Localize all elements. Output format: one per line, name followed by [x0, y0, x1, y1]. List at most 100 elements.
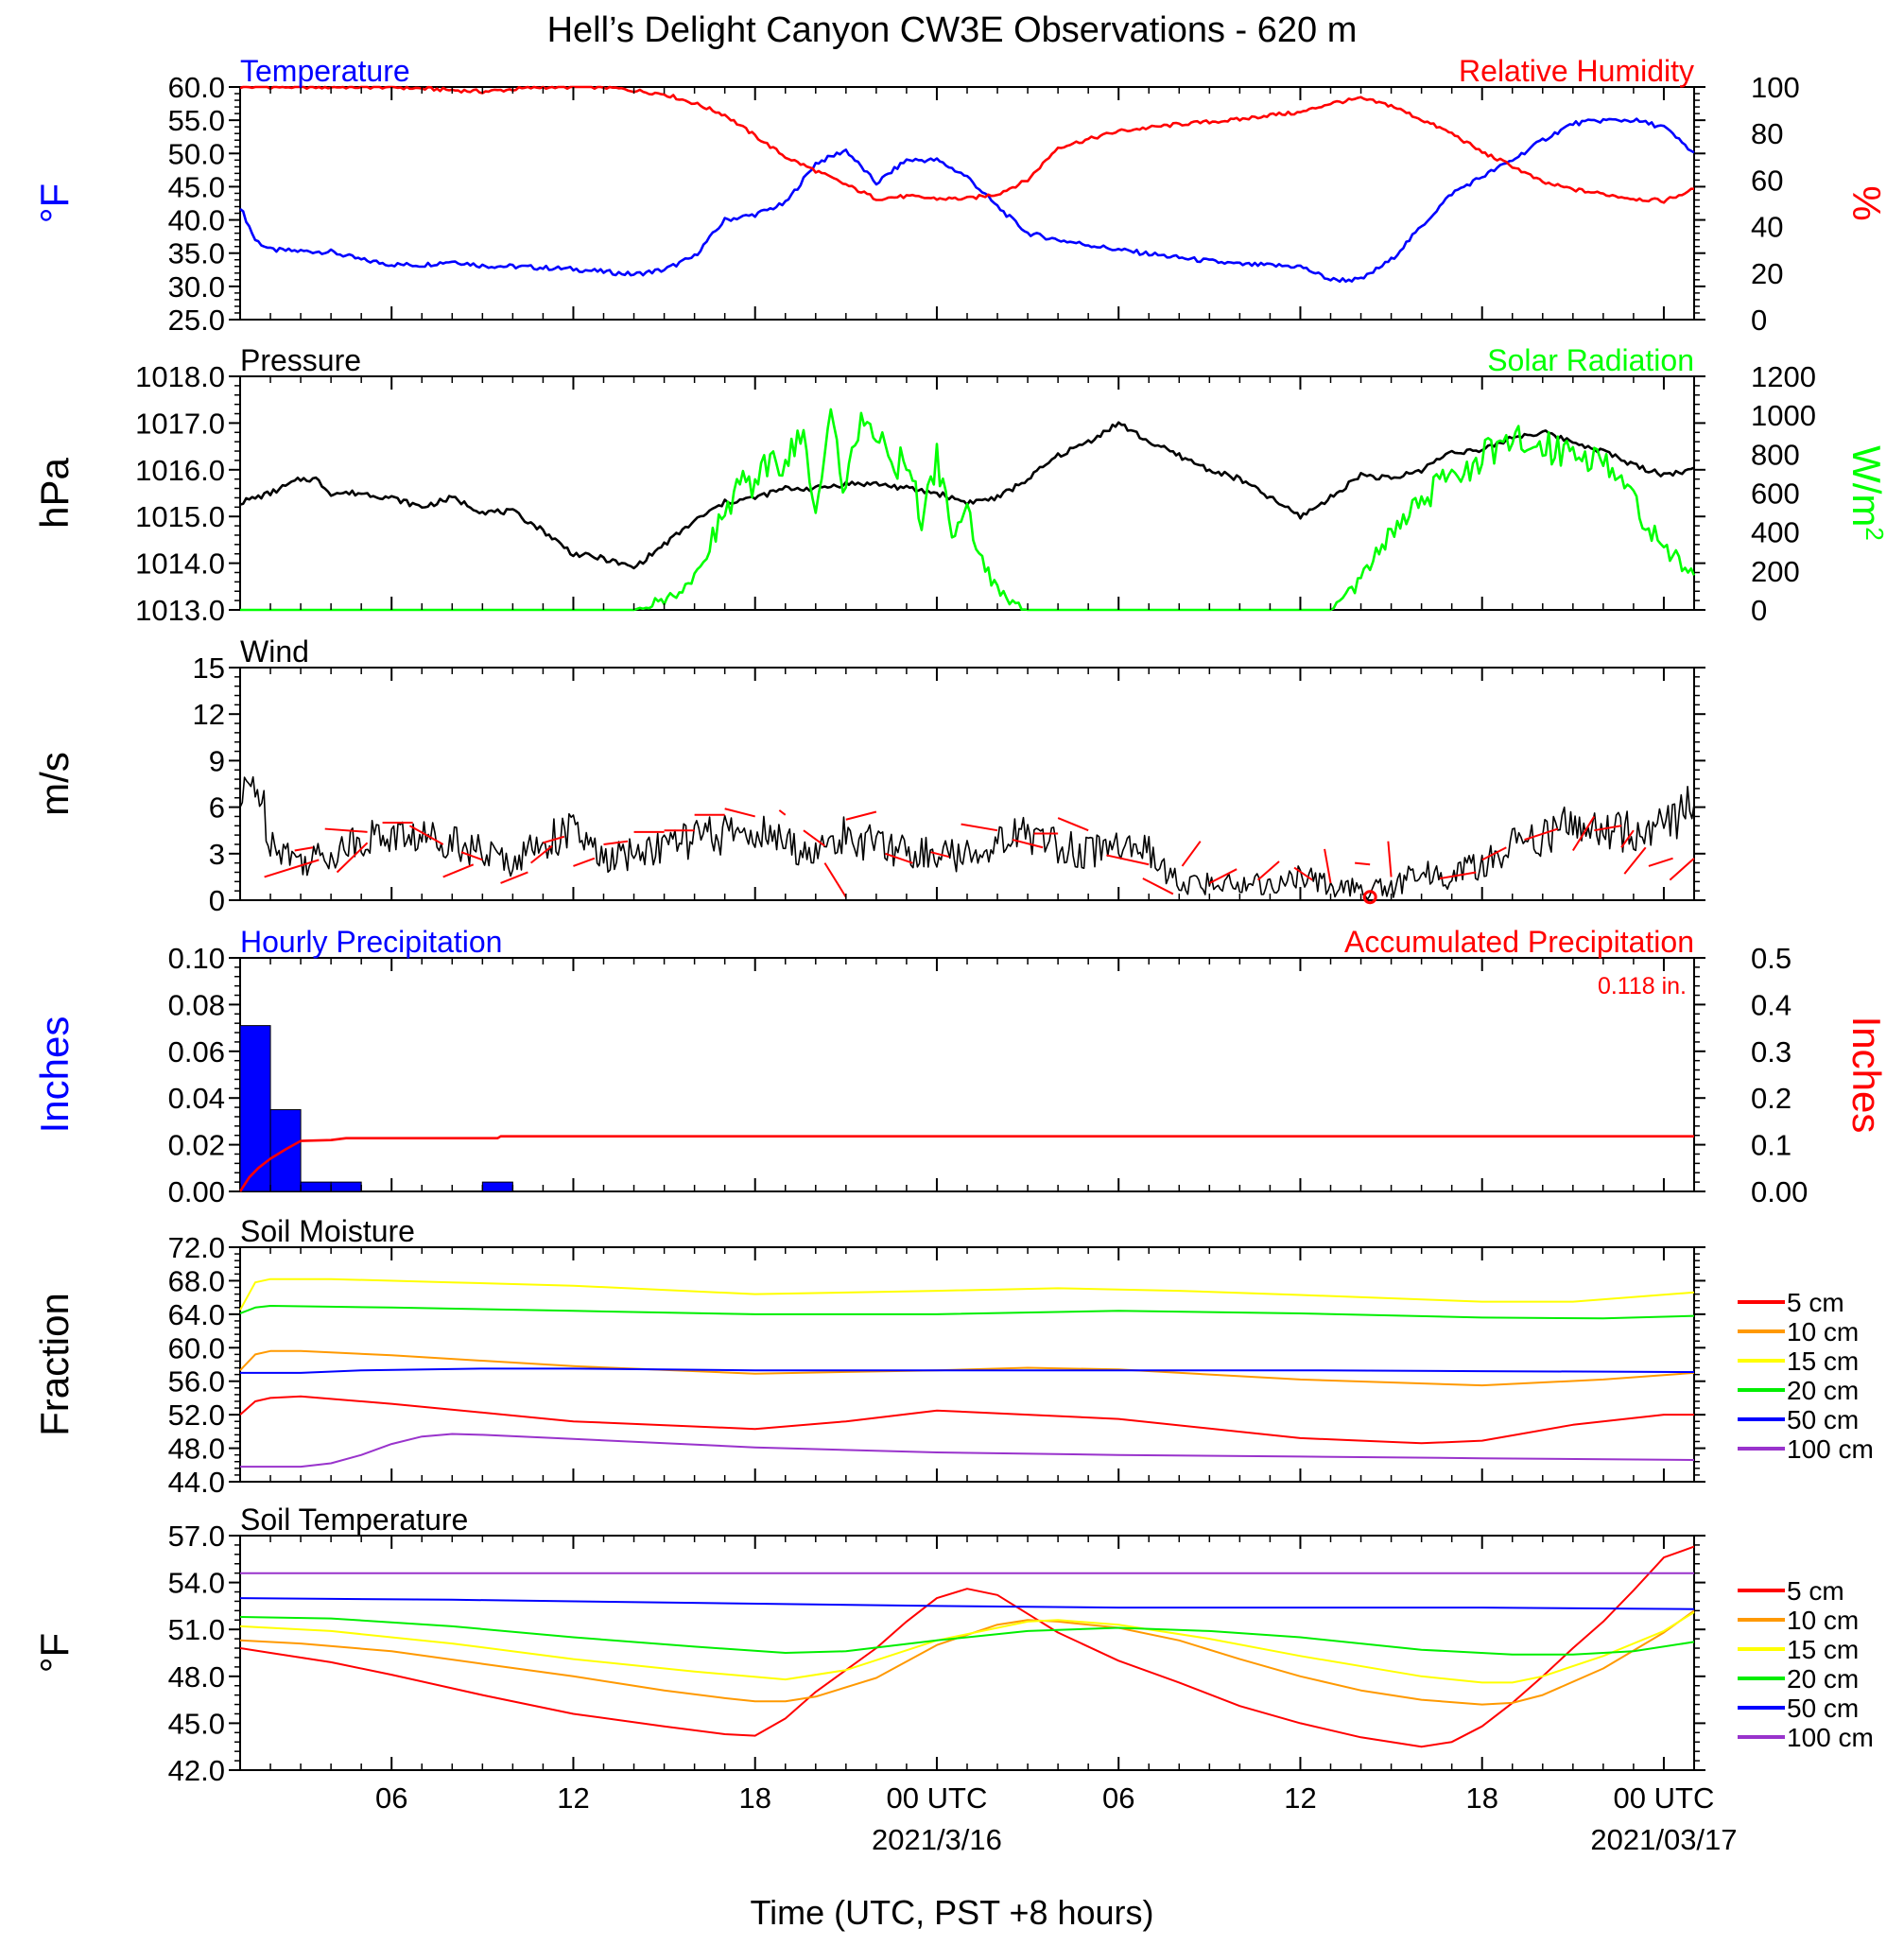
panel-title-left: Hourly Precipitation	[240, 925, 502, 959]
y-tick-label-left: 1018.0	[135, 360, 225, 393]
y-tick-label-right: 0.3	[1751, 1035, 1791, 1069]
legend-label: 5 cm	[1787, 1576, 1844, 1606]
panel-title-left: Soil Moisture	[240, 1214, 415, 1248]
y-tick-label-right: 100	[1751, 71, 1800, 104]
x-date-label: 2021/03/17	[1590, 1823, 1737, 1856]
y-tick-label-left: 50.0	[168, 137, 225, 170]
y-tick-label-right: 60	[1751, 164, 1783, 197]
y-tick-label-right: 0.2	[1751, 1082, 1791, 1115]
wind-barb	[529, 844, 553, 864]
accumulated-total-label: 0.118 in.	[1598, 973, 1687, 999]
y-tick-label-left: 40.0	[168, 204, 225, 237]
y-tick-label-right: 40	[1751, 211, 1783, 244]
wind-barb	[1620, 829, 1635, 848]
wind-barb	[336, 842, 369, 874]
y-tick-label-left: 25.0	[168, 304, 225, 337]
panel-soil_temperature: 42.0 45.0 48.0 51.0 54.0 57.0 Soil Temperature…	[32, 1503, 1874, 1787]
x-tick-label: 06	[1102, 1781, 1134, 1815]
wind-barb	[1012, 839, 1044, 849]
y-tick-label-left: 0.02	[168, 1129, 225, 1162]
series-line-10cm	[239, 1609, 1695, 1706]
y-tick-label-right: 0	[1751, 304, 1767, 337]
wind-barb	[845, 810, 877, 821]
series-line-10cm	[239, 1349, 1695, 1387]
x-tick-label: 12	[557, 1781, 589, 1815]
wind-barb	[442, 863, 475, 878]
legend-label: 10 cm	[1787, 1317, 1859, 1347]
y-tick-label-left: 72.0	[168, 1231, 225, 1264]
y-axis-title-left: °F	[32, 1633, 77, 1673]
y-tick-label-left: 6	[209, 791, 225, 825]
y-tick-label-left: 1016.0	[135, 454, 225, 487]
panel-title-right: Solar Radiation	[1487, 343, 1694, 377]
wind-barb	[1648, 857, 1673, 867]
x-tick-label: 18	[738, 1781, 770, 1815]
y-tick-label-left: 30.0	[168, 270, 225, 304]
panel-frame	[239, 667, 1695, 901]
legend-label: 100 cm	[1787, 1434, 1874, 1464]
y-axis-title-left: Fraction	[32, 1293, 77, 1436]
wind-barb	[778, 809, 787, 816]
wind-barb	[573, 857, 596, 867]
legend-label: 20 cm	[1787, 1664, 1859, 1694]
y-tick-label-left: 48.0	[168, 1433, 225, 1466]
hourly-precip-bar	[300, 1181, 332, 1192]
x-axis-title: Time (UTC, PST +8 hours)	[750, 1893, 1153, 1932]
wind-barb	[500, 871, 528, 884]
y-axis-title-right: Inches	[1844, 1016, 1889, 1134]
wind-barb	[1594, 825, 1622, 832]
y-tick-label-left: 1017.0	[135, 407, 225, 440]
y-tick-label-left: 9	[209, 744, 225, 777]
hourly-precip-bar	[239, 1025, 271, 1192]
wind-barb	[1387, 841, 1393, 877]
wind-barb	[803, 829, 825, 847]
y-tick-label-left: 60.0	[168, 1331, 225, 1364]
series-line-temperature	[239, 117, 1695, 284]
y-tick-label-left: 35.0	[168, 237, 225, 270]
x-date-label: 2021/3/16	[872, 1823, 1002, 1856]
x-tick-label: 00 UTC	[1614, 1781, 1715, 1815]
y-tick-label-right: 80	[1751, 117, 1783, 150]
superscript: 2	[1861, 527, 1889, 540]
y-tick-label-left: 64.0	[168, 1298, 225, 1331]
y-tick-label-right: 200	[1751, 555, 1800, 588]
wind-barb	[1256, 860, 1280, 881]
series-line-pressure	[239, 421, 1695, 570]
legend-label: 15 cm	[1787, 1347, 1859, 1376]
x-tick-label: 06	[375, 1781, 407, 1815]
wind-barb	[1057, 817, 1089, 832]
wind-barb	[1324, 848, 1332, 884]
panel-title-left: Wind	[240, 634, 309, 669]
x-tick-label: 18	[1465, 1781, 1497, 1815]
y-tick-label-left: 51.0	[168, 1613, 225, 1646]
wind-barb	[1571, 815, 1596, 852]
legend-label: 10 cm	[1787, 1606, 1859, 1635]
wind-barb	[1355, 861, 1371, 866]
y-tick-label-right: 0	[1751, 594, 1767, 627]
hourly-precip-bar	[481, 1181, 513, 1192]
wind-barb	[1623, 846, 1647, 875]
panel-title-left: Pressure	[240, 343, 361, 377]
y-tick-label-left: 55.0	[168, 104, 225, 137]
panel-title-left: Temperature	[240, 54, 410, 88]
y-axis-title-left: Inches	[32, 1016, 77, 1134]
panel-temp_rh: 25.030.035.040.045.050.055.060.0 0 20 40 60 8…	[32, 54, 1889, 337]
series-line-rh	[239, 85, 1694, 204]
series-line-5cm	[239, 1545, 1695, 1748]
y-tick-label-left: 44.0	[168, 1466, 225, 1499]
y-tick-label-left: 0.00	[168, 1175, 225, 1208]
legend-label: 20 cm	[1787, 1376, 1859, 1405]
wind-barb	[1106, 854, 1150, 866]
y-tick-label-right: 0.5	[1751, 942, 1791, 975]
y-tick-label-right: 1200	[1751, 360, 1816, 393]
panel-frame	[239, 375, 1695, 611]
hourly-precip-bar	[330, 1181, 362, 1192]
panels-group: 25.030.035.040.045.050.055.060.002040608…	[32, 54, 1889, 1787]
wind-barb	[408, 825, 444, 845]
panel-frame	[239, 86, 1695, 321]
y-tick-label-left: 60.0	[168, 71, 225, 104]
wind-barb	[1293, 866, 1313, 881]
wind-barb	[294, 846, 314, 852]
x-axis: 06 12 18 00 UTC 2021/3/16 06 12 18 00 UTC 2021/03…	[375, 1781, 1738, 1856]
wind-barb	[264, 859, 320, 878]
